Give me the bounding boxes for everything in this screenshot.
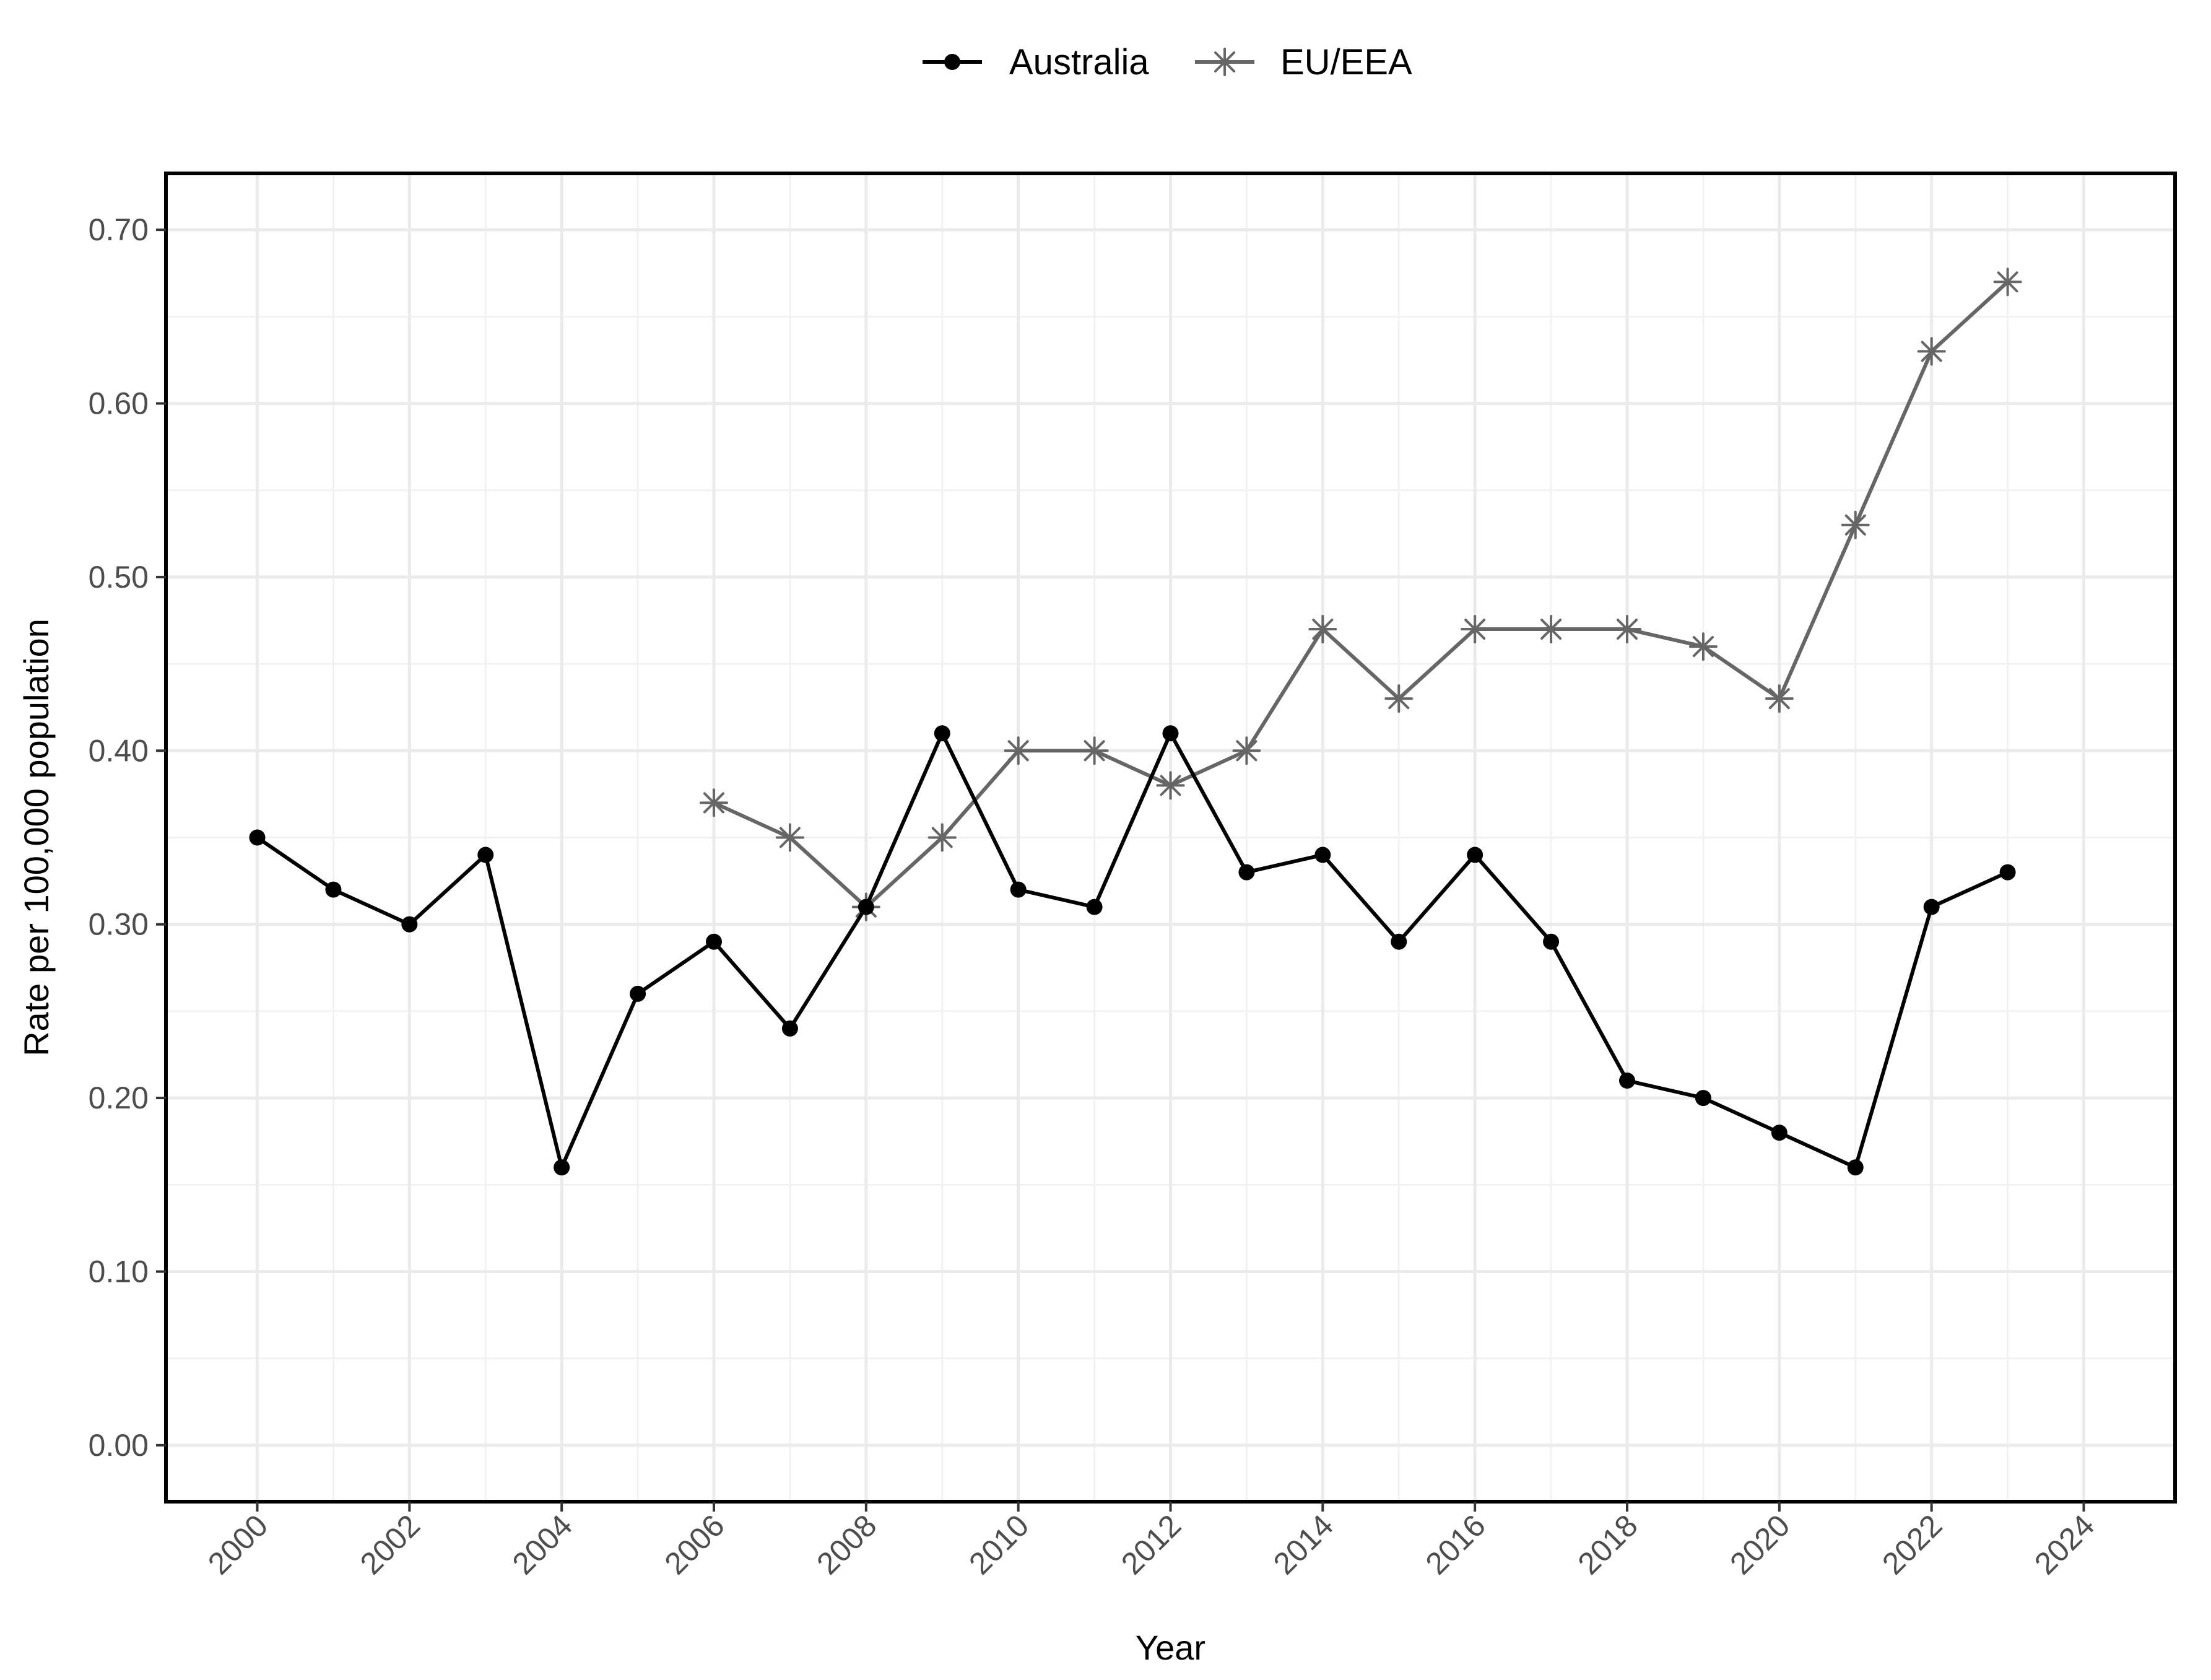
y-tick-label: 0.30 [89,907,149,942]
y-tick-label: 0.40 [89,733,149,768]
legend-label: Australia [1009,42,1149,82]
asterisk-stroke [931,827,953,848]
data-point-eu-eea [1461,615,1490,644]
data-point-eu-eea [1993,268,2022,297]
data-point-australia [554,1159,570,1176]
legend-item-eu-eea: EU/EEA [1195,42,1412,82]
series-layer [249,268,2022,1176]
y-tick-label: 0.70 [89,212,149,247]
asterisk-stroke [1084,740,1105,762]
series-line-australia [256,731,2009,1170]
grid [166,173,2175,1502]
data-point-australia [1695,1090,1711,1107]
data-point-eu-eea [1080,736,1109,765]
legend-item-australia: Australia [923,42,1149,82]
data-point-australia [1086,899,1103,915]
data-point-australia [781,1020,798,1037]
data-point-australia [1923,899,1940,915]
data-point-eu-eea [1841,510,1870,539]
data-point-australia [1391,933,1407,950]
data-point-eu-eea [700,788,728,817]
data-point-australia [1314,847,1331,863]
data-point-australia [706,933,722,950]
data-point-australia [934,725,950,742]
legend-key-marker [1210,48,1239,76]
y-tick-label: 0.60 [89,386,149,421]
series-australia [249,725,2016,1176]
data-point-eu-eea [1004,736,1033,765]
asterisk-stroke [779,827,801,848]
data-point-australia [1162,725,1179,742]
data-point-eu-eea [1688,632,1718,661]
data-point-australia [1999,864,2016,881]
asterisk-stroke [1007,740,1029,762]
data-point-australia [477,847,494,863]
data-point-australia [325,881,342,898]
data-point-eu-eea [1537,615,1566,644]
y-tick-label: 0.50 [89,560,149,594]
data-point-eu-eea [1156,771,1185,800]
data-point-australia [1619,1073,1635,1089]
asterisk-stroke [1540,619,1562,640]
data-point-australia [1771,1125,1787,1141]
asterisk-stroke [703,792,724,814]
asterisk-stroke [1464,619,1486,640]
series-line-eu-eea [713,281,2009,909]
asterisk-stroke [1921,341,1942,362]
data-point-australia [1010,881,1027,898]
data-point-eu-eea [927,823,957,852]
data-point-australia [1847,1159,1864,1176]
x-axis-title: Year [1136,1628,1205,1667]
data-point-australia [858,899,874,915]
data-point-eu-eea [1917,337,1946,366]
legend: Australia EU/EEA [923,42,1412,82]
data-point-australia [249,829,266,846]
asterisk-stroke [1844,514,1866,536]
asterisk-stroke [1214,51,1235,72]
data-point-eu-eea [1765,684,1794,713]
data-point-eu-eea [775,823,804,852]
asterisk-stroke [1692,636,1714,658]
data-point-eu-eea [1232,736,1261,765]
data-point-australia [1467,847,1483,863]
legend-label: EU/EEA [1280,42,1412,82]
data-point-eu-eea [1613,615,1641,644]
data-point-australia [1543,933,1560,950]
asterisk-stroke [1768,688,1790,710]
asterisk-stroke [1388,688,1410,710]
legend-key-marker [944,54,960,70]
y-tick-label: 0.00 [89,1428,149,1463]
series-eu-eea [700,268,2022,921]
data-point-australia [401,916,418,933]
asterisk-stroke [1236,740,1258,762]
data-point-eu-eea [1308,615,1337,644]
data-point-australia [630,985,646,1002]
asterisk-stroke [1997,271,2018,293]
asterisk-stroke [1617,619,1638,640]
data-point-australia [1238,864,1255,881]
asterisk-stroke [1160,775,1181,796]
asterisk-stroke [1312,619,1334,640]
y-tick-label: 0.20 [89,1081,149,1115]
data-point-eu-eea [1384,684,1414,713]
y-axis-title: Rate per 100,000 population [17,619,56,1056]
y-tick-label: 0.10 [89,1254,149,1289]
